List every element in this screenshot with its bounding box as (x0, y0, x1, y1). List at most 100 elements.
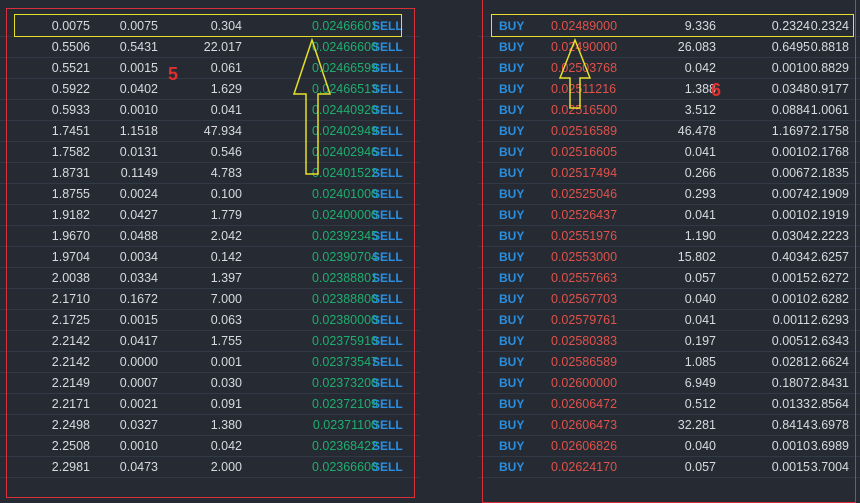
sell-side-label: SELL (372, 250, 403, 264)
sum-amount: 2.6293 (810, 313, 849, 327)
buy-order-row[interactable]: BUY 0.02516605 0.041 0.0010 2.1768 (478, 142, 860, 163)
total: 15.802 (677, 250, 716, 264)
total: 0.057 (684, 271, 716, 285)
total: 2.000 (210, 460, 242, 474)
sum-amount: 1.8755 (51, 187, 90, 201)
buy-order-row[interactable]: BUY 0.02517494 0.266 0.0067 2.1835 (478, 163, 860, 184)
sum-amount: 2.8431 (810, 376, 849, 390)
sell-side-label: SELL (372, 439, 403, 453)
sell-side-label: SELL (372, 124, 403, 138)
buy-order-row[interactable]: BUY 0.02489000 9.336 0.2324 0.2324 (478, 16, 860, 37)
total: 0.512 (684, 397, 716, 411)
buy-order-row[interactable]: BUY 0.02606472 0.512 0.0133 2.8564 (478, 394, 860, 415)
sell-price: 0.02400000 (311, 208, 378, 222)
sum-amount: 0.5506 (51, 40, 90, 54)
sell-order-row[interactable]: 1.9670 0.0488 2.042 0.02392345 SELL (0, 226, 420, 247)
sell-order-row[interactable]: 1.9182 0.0427 1.779 0.02400000 SELL (0, 205, 420, 226)
buy-order-row[interactable]: BUY 0.02490000 26.083 0.6495 0.8818 (478, 37, 860, 58)
amount: 0.0074 (771, 187, 810, 201)
total: 0.041 (684, 313, 716, 327)
sell-order-row[interactable]: 2.2508 0.0010 0.042 0.02368422 SELL (0, 436, 420, 457)
amount: 0.6495 (771, 40, 810, 54)
total: 1.085 (684, 355, 716, 369)
buy-price: 0.02551976 (551, 229, 618, 243)
sell-order-row[interactable]: 2.2149 0.0007 0.030 0.02373200 SELL (0, 373, 420, 394)
total: 0.042 (684, 61, 716, 75)
sum-amount: 2.6272 (810, 271, 849, 285)
sell-order-book: 0.0075 0.0075 0.304 0.02466601 SELL 0.5506 0.5… (0, 0, 420, 503)
amount: 0.0015 (119, 313, 158, 327)
buy-order-row[interactable]: BUY 0.02586589 1.085 0.0281 2.6624 (478, 352, 860, 373)
total: 46.478 (677, 124, 716, 138)
total: 1.755 (210, 334, 242, 348)
sum-amount: 0.9177 (810, 82, 849, 96)
sell-price: 0.02372109 (311, 397, 378, 411)
total: 0.040 (684, 292, 716, 306)
amount: 0.0010 (771, 292, 810, 306)
total: 0.030 (210, 376, 242, 390)
sell-order-row[interactable]: 2.1710 0.1672 7.000 0.02388800 SELL (0, 289, 420, 310)
buy-order-row[interactable]: BUY 0.02624170 0.057 0.0015 3.7004 (478, 457, 860, 478)
sell-order-row[interactable]: 0.5521 0.0015 0.061 0.02466599 SELL (0, 58, 420, 79)
buy-order-row[interactable]: BUY 0.02606826 0.040 0.0010 3.6989 (478, 436, 860, 457)
buy-order-row[interactable]: BUY 0.02557663 0.057 0.0015 2.6272 (478, 268, 860, 289)
sell-price: 0.02392345 (311, 229, 378, 243)
buy-order-row[interactable]: BUY 0.02580383 0.197 0.0051 2.6343 (478, 331, 860, 352)
buy-order-row[interactable]: BUY 0.02526437 0.041 0.0010 2.1919 (478, 205, 860, 226)
buy-order-row[interactable]: BUY 0.02606473 32.281 0.8414 3.6978 (478, 415, 860, 436)
buy-order-row[interactable]: BUY 0.02516589 46.478 1.1697 2.1758 (478, 121, 860, 142)
sell-order-row[interactable]: 2.1725 0.0015 0.063 0.02380000 SELL (0, 310, 420, 331)
sell-side-label: SELL (372, 418, 403, 432)
sell-order-row[interactable]: 0.5922 0.0402 1.629 0.02466513 SELL (0, 79, 420, 100)
sell-order-row[interactable]: 2.2142 0.0417 1.755 0.02375910 SELL (0, 331, 420, 352)
sell-order-row[interactable]: 2.2498 0.0327 1.380 0.02371100 SELL (0, 415, 420, 436)
sum-amount: 2.2142 (51, 355, 90, 369)
total: 0.042 (210, 439, 242, 453)
total: 0.546 (210, 145, 242, 159)
amount: 0.0327 (119, 418, 158, 432)
buy-price: 0.02516605 (551, 145, 618, 159)
buy-order-row[interactable]: BUY 0.02503768 0.042 0.0010 0.8829 (478, 58, 860, 79)
amount: 0.0010 (119, 103, 158, 117)
buy-order-row[interactable]: BUY 0.02600000 6.949 0.1807 2.8431 (478, 373, 860, 394)
amount: 0.0348 (771, 82, 810, 96)
sell-order-row[interactable]: 2.0038 0.0334 1.397 0.02388801 SELL (0, 268, 420, 289)
sell-order-row[interactable]: 1.8731 0.1149 4.783 0.02401522 SELL (0, 163, 420, 184)
sell-order-row[interactable]: 0.5933 0.0010 0.041 0.02440920 SELL (0, 100, 420, 121)
buy-order-row[interactable]: BUY 0.02525046 0.293 0.0074 2.1909 (478, 184, 860, 205)
sell-order-row[interactable]: 0.5506 0.5431 22.017 0.02466600 SELL (0, 37, 420, 58)
total: 0.266 (684, 166, 716, 180)
buy-order-book: BUY 0.02489000 9.336 0.2324 0.2324 BUY 0.02490… (478, 0, 860, 503)
amount: 0.0131 (119, 145, 158, 159)
total: 0.142 (210, 250, 242, 264)
sell-order-row[interactable]: 2.2142 0.0000 0.001 0.02373547 SELL (0, 352, 420, 373)
sell-side-label: SELL (372, 313, 403, 327)
buy-order-row[interactable]: BUY 0.02551976 1.190 0.0304 2.2223 (478, 226, 860, 247)
buy-order-row[interactable]: BUY 0.02553000 15.802 0.4034 2.6257 (478, 247, 860, 268)
amount: 1.1697 (771, 124, 810, 138)
sum-amount: 2.2223 (810, 229, 849, 243)
total: 0.091 (210, 397, 242, 411)
buy-price: 0.02579761 (551, 313, 618, 327)
sell-order-row[interactable]: 2.2171 0.0021 0.091 0.02372109 SELL (0, 394, 420, 415)
buy-order-row[interactable]: BUY 0.02579761 0.041 0.0011 2.6293 (478, 310, 860, 331)
sum-amount: 2.1835 (810, 166, 849, 180)
sum-amount: 2.1909 (810, 187, 849, 201)
buy-order-row[interactable]: BUY 0.02567703 0.040 0.0010 2.6282 (478, 289, 860, 310)
amount: 0.0067 (771, 166, 810, 180)
buy-order-row[interactable]: BUY 0.02516500 3.512 0.0884 1.0061 (478, 100, 860, 121)
sell-order-row[interactable]: 1.8755 0.0024 0.100 0.02401000 SELL (0, 184, 420, 205)
sell-price: 0.02401522 (311, 166, 378, 180)
sell-order-row[interactable]: 1.7582 0.0131 0.546 0.02402946 SELL (0, 142, 420, 163)
total: 0.001 (210, 355, 242, 369)
buy-price: 0.02567703 (551, 292, 618, 306)
sum-amount: 2.2508 (51, 439, 90, 453)
sell-order-row[interactable]: 2.2981 0.0473 2.000 0.02366600 SELL (0, 457, 420, 478)
buy-order-row[interactable]: BUY 0.02511216 1.388 0.0348 0.9177 (478, 79, 860, 100)
total: 0.063 (210, 313, 242, 327)
sell-order-row[interactable]: 1.7451 1.1518 47.934 0.02402949 SELL (0, 121, 420, 142)
sell-order-row[interactable]: 0.0075 0.0075 0.304 0.02466601 SELL (0, 16, 420, 37)
sell-price: 0.02466600 (311, 40, 378, 54)
sell-side-label: SELL (372, 376, 403, 390)
sell-order-row[interactable]: 1.9704 0.0034 0.142 0.02390704 SELL (0, 247, 420, 268)
